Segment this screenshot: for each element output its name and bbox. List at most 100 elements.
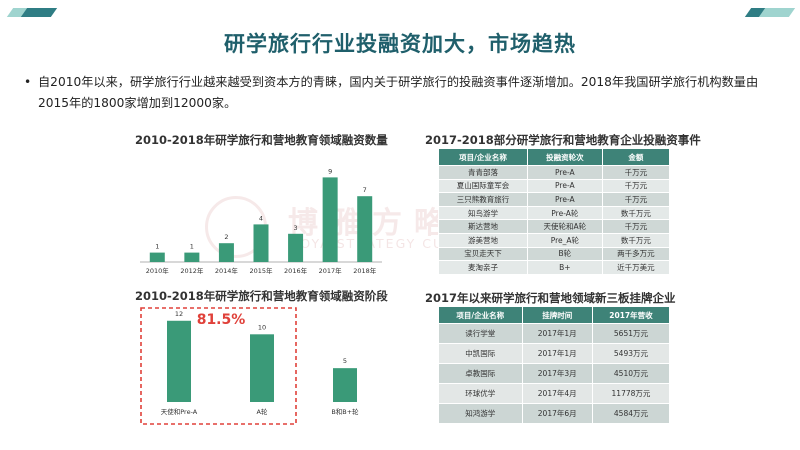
data-label: 9 [328,167,332,175]
bar [333,368,357,402]
x-tick-label: 2018年 [353,266,377,275]
table-cell: 2017年6月 [521,403,593,424]
table-row: 三只熊教育旅行 Pre-A 千万元 [438,192,671,207]
table-row: 知鸟游学 Pre-A轮 数千万元 [438,205,671,221]
percentage-annotation: 81.5% [197,312,246,328]
top-right-corner-decoration [744,8,796,17]
table-cell: 千万元 [601,178,671,194]
x-tick-label: 2014年 [215,266,239,275]
corner-stripe-light [758,8,796,17]
top-left-corner-decoration [6,8,58,17]
x-tick-label: 2010年 [146,266,170,275]
bullet-dot: • [24,75,32,89]
column-header: 金额 [601,148,671,166]
table-cell: 2017年3月 [521,363,593,384]
table-cell: 数千万元 [601,205,671,221]
bullet-paragraph: • 自2010年以来，研学旅行行业越来越受到资本方的青睐，国内关于研学旅行的投融… [24,72,768,114]
column-header: 2017年营收 [591,306,671,324]
bar [184,252,200,262]
table-cell: B+ [526,260,603,275]
table-cell: 卓教国际 [438,363,523,384]
table-cell: 近千万美元 [601,260,671,275]
table-cell: 知鸟游学 [438,205,528,221]
table-row: 读行学堂 2017年1月 5651万元 [438,323,671,344]
highlight-dashed-box [140,307,297,425]
table-cell: 宝贝走天下 [438,246,528,262]
column-header: 项目/企业名称 [438,148,528,166]
bar [288,233,304,262]
data-label: 10 [258,323,266,331]
table-cell: 三只熊教育旅行 [438,192,528,207]
table-cell: Pre-A轮 [526,205,603,221]
x-tick-label: A轮 [257,407,268,416]
table-row: 宝贝走天下 B轮 两千多万元 [438,246,671,262]
table-cell: 青青部落 [438,165,528,180]
table-row: 中凯国际 2017年1月 5493万元 [438,343,671,364]
bar [149,252,165,262]
table-cell: 4584万元 [591,403,671,424]
funding-count-bar-chart: 1 2010年 1 2012年 2 2014年 4 2015年 3 2016年 9 2017年 7 201… [140,167,382,275]
table-cell: 斯达营地 [438,219,528,234]
table-title-neeq: 2017年以来研学旅行和营地领域新三板挂牌企业 [425,291,676,305]
table-cell: 千万元 [601,165,671,180]
slide-title: 研学旅行行业投融资加大，市场趋热 [224,32,576,56]
bar [218,243,234,262]
bar [357,196,373,262]
table-cell: 4510万元 [591,363,671,384]
table-cell: 千万元 [601,192,671,207]
neeq-listed-table: 项目/企业名称 挂牌时间 2017年营收 读行学堂 2017年1月 5651万元 中凯国际 2… [438,306,671,424]
column-header: 挂牌时间 [521,306,593,324]
column-header: 项目/企业名称 [438,306,523,324]
data-label: 1 [155,243,159,251]
table-row: 夏山国际童军会 Pre-A 千万元 [438,178,671,194]
table-cell: Pre-A [526,192,603,207]
table-cell: 知鸿游学 [438,403,523,424]
table-row: 游美营地 Pre_A轮 数千万元 [438,232,671,248]
table-cell: 中凯国际 [438,343,523,364]
table-cell: 游美营地 [438,232,528,248]
data-label: 12 [175,310,183,318]
table-row: 环球优学 2017年4月 11778万元 [438,383,671,404]
table-cell: 两千多万元 [601,246,671,262]
bar [253,224,269,262]
table-cell: B轮 [526,246,603,262]
table-cell: 11778万元 [591,383,671,404]
x-tick-label: B和B+轮 [331,407,359,416]
table-row: 卓教国际 2017年3月 4510万元 [438,363,671,384]
table-header-row: 项目/企业名称 挂牌时间 2017年营收 [438,306,671,324]
table-cell: 环球优学 [438,383,523,404]
table-cell: 2017年1月 [521,323,593,344]
data-label: 5 [343,357,347,365]
x-tick-label: 2012年 [180,266,204,275]
chart-title-funding-stage: 2010-2018年研学旅行和营地教育领域融资阶段 [135,289,388,303]
data-label: 7 [363,186,367,194]
data-label: 2 [224,233,228,241]
data-label: 3 [294,224,298,232]
table-cell: 千万元 [601,219,671,234]
x-tick-label: 天使和Pre-A [161,407,198,416]
table-header-row: 项目/企业名称 投融资轮次 金额 [438,148,671,166]
column-header: 投融资轮次 [526,148,603,166]
table-cell: 5493万元 [591,343,671,364]
funding-stage-bar-chart: 12 天使和Pre-A 10 A轮 5 B和B+轮 81.5% [140,307,359,425]
table-row: 斯达营地 天使轮和A轮 千万元 [438,219,671,234]
table-cell: 数千万元 [601,232,671,248]
table-cell: 麦淘亲子 [438,260,528,275]
bar [322,177,338,262]
table-row: 麦淘亲子 B+ 近千万美元 [438,260,671,275]
data-label: 4 [259,214,263,222]
x-tick-label: 2016年 [284,266,308,275]
table-cell: 2017年1月 [521,343,593,364]
table-cell: 天使轮和A轮 [526,219,603,234]
corner-stripe-dark [20,8,58,17]
bar [167,320,191,402]
table-cell: 5651万元 [591,323,671,344]
table-cell: 夏山国际童军会 [438,178,528,194]
table-cell: Pre_A轮 [526,232,603,248]
table-row: 青青部落 Pre-A 千万元 [438,165,671,180]
bar [250,334,274,402]
investment-events-table: 项目/企业名称 投融资轮次 金额 青青部落 Pre-A 千万元 夏山国际童军会 Pre-A 千万… [438,148,671,275]
table-cell: Pre-A [526,178,603,194]
table-cell: 2017年4月 [521,383,593,404]
table-cell: Pre-A [526,165,603,180]
